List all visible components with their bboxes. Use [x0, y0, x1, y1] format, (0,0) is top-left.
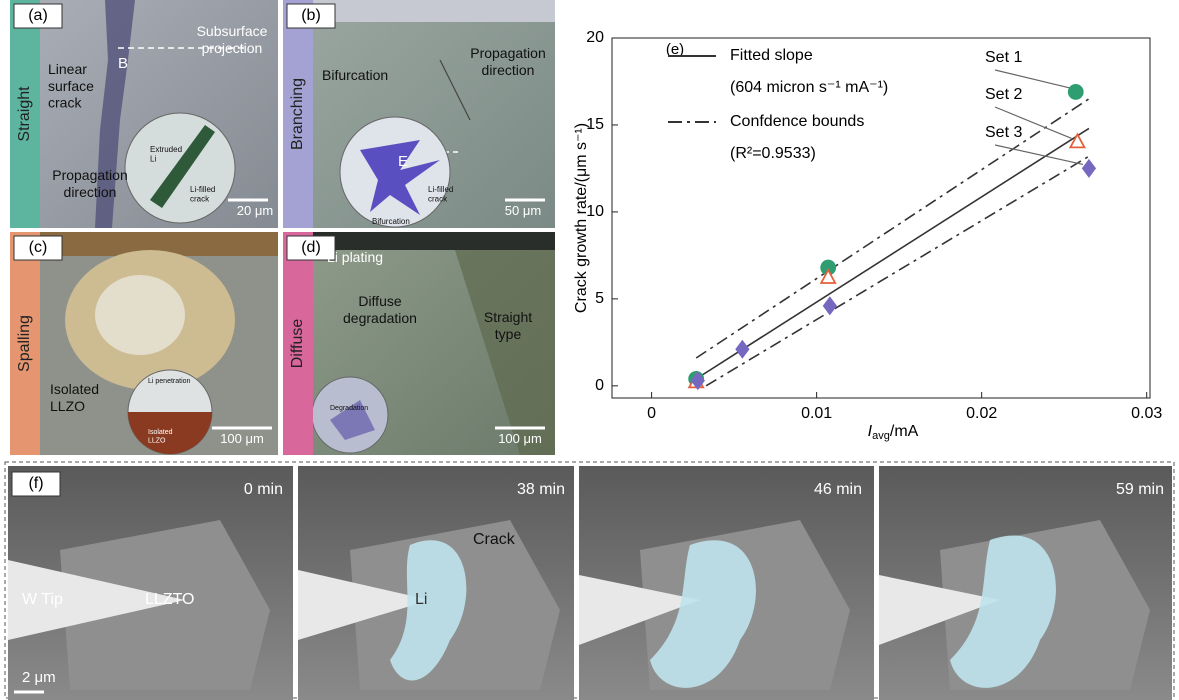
annotation-line: Crack	[473, 531, 516, 548]
annotation: W Tip	[22, 591, 63, 608]
annotation-line: 20 μm	[237, 203, 273, 218]
micrograph-d	[283, 232, 555, 455]
annotation-line: Subsurface	[197, 23, 268, 39]
x-tick-label: 0.03	[1131, 405, 1162, 422]
panel-label: (f)	[28, 475, 43, 492]
annotation-line: projection	[202, 40, 263, 56]
legend-label: Confdence bounds	[730, 113, 864, 130]
annotation: 50 μm	[505, 203, 541, 218]
annotation-line: Bifurcation	[322, 67, 388, 83]
annotation: 2 μm	[22, 669, 56, 686]
annotation-line: direction	[482, 62, 535, 78]
mode-label: Spalling	[16, 315, 33, 372]
x-tick-label: 0.01	[801, 405, 832, 422]
annotation-line: Propagation	[52, 167, 128, 183]
annotation-line: W Tip	[22, 591, 63, 608]
annotation-line: degradation	[343, 310, 417, 326]
annotation: Li	[415, 591, 427, 608]
panel-label: (a)	[28, 7, 48, 24]
time-label: 0 min	[244, 481, 283, 498]
x-axis-label-part: /mA	[890, 423, 919, 440]
annotation: 100 μm	[498, 431, 542, 446]
figure: (a)StraightBLinearsurfacecrackSubsurface…	[0, 0, 1179, 700]
mode-label: Branching	[289, 78, 306, 150]
annotation-line: Isolated	[148, 429, 173, 436]
sem-sequence	[5, 462, 1174, 700]
x-tick-label: 0	[647, 405, 656, 422]
panel-label: (c)	[29, 239, 48, 256]
annotation-line: Straight	[484, 309, 532, 325]
annotation: LLZTO	[145, 591, 195, 608]
annotation-line: type	[495, 326, 522, 342]
annotation-line: Isolated	[50, 381, 99, 397]
annotation-line: crack	[48, 94, 82, 110]
annotation-line: 100 μm	[498, 431, 542, 446]
y-axis-label: Crack growth rate/(μm s⁻¹)	[573, 123, 590, 313]
annotation: Degradation	[330, 405, 368, 412]
time-label: 38 min	[517, 481, 565, 498]
time-label: 59 min	[1116, 481, 1164, 498]
legend-detail: (604 micron s⁻¹ mA⁻¹)	[730, 79, 888, 96]
annotation-line: 100 μm	[220, 431, 264, 446]
annotation-line: 2 μm	[22, 669, 56, 686]
annotation-line: Propagation	[470, 45, 546, 61]
series-annotation: Set 2	[985, 86, 1022, 103]
annotation-line: Extruded	[150, 145, 182, 154]
annotation-line: Bifurcation	[372, 217, 410, 226]
annotation-line: 50 μm	[505, 203, 541, 218]
annotation-line: Li-filled	[190, 185, 215, 194]
annotation: E	[398, 153, 408, 170]
y-tick-label: 5	[595, 290, 604, 307]
annotation: 20 μm	[237, 203, 273, 218]
micrograph-b	[283, 0, 555, 228]
chart-background	[560, 0, 1179, 458]
annotation-line: crack	[190, 195, 210, 204]
annotation-line: Li plating	[327, 249, 383, 265]
annotation-line: Linear	[48, 61, 87, 77]
annotation-line: Li	[150, 155, 156, 164]
mode-label: Diffuse	[289, 319, 306, 369]
series-annotation: Set 1	[985, 49, 1022, 66]
x-axis-label-part: avg	[872, 430, 890, 442]
annotation-line: Li-filled	[428, 185, 453, 194]
annotation-line: Degradation	[330, 405, 368, 412]
y-tick-label: 0	[595, 377, 604, 394]
annotation: Li plating	[327, 249, 383, 265]
annotation: Bifurcation	[322, 67, 388, 83]
page: (a)StraightBLinearsurfacecrackSubsurface…	[0, 0, 1179, 700]
annotation-line: direction	[64, 184, 117, 200]
annotation: 100 μm	[220, 431, 264, 446]
annotation-line: crack	[428, 195, 448, 204]
annotation: Crack	[473, 531, 516, 548]
series-annotation: Set 3	[985, 124, 1022, 141]
mode-label: Straight	[16, 86, 33, 142]
annotation-line: B	[118, 55, 128, 72]
annotation-line: E	[398, 153, 408, 170]
annotation-line: Li	[415, 591, 427, 608]
legend-detail: (R²=0.9533)	[730, 145, 816, 162]
annotation-line: LLZO	[148, 437, 166, 444]
panel-label: (b)	[301, 7, 321, 24]
annotation: B	[118, 55, 128, 72]
y-tick-label: 20	[586, 29, 604, 46]
annotation-line: Diffuse	[358, 293, 402, 309]
time-label: 46 min	[814, 481, 862, 498]
annotation-line: LLZO	[50, 398, 85, 414]
legend-label: Fitted slope	[730, 47, 813, 64]
data-point	[1069, 85, 1083, 99]
annotation: Bifurcation	[372, 217, 410, 226]
annotation-line: LLZTO	[145, 591, 195, 608]
x-tick-label: 0.02	[966, 405, 997, 422]
annotation: Li penetration	[148, 378, 191, 385]
annotation-line: Li penetration	[148, 378, 191, 385]
panel-label: (d)	[301, 239, 321, 256]
annotation-line: surface	[48, 78, 94, 94]
micrograph-c	[10, 232, 278, 455]
